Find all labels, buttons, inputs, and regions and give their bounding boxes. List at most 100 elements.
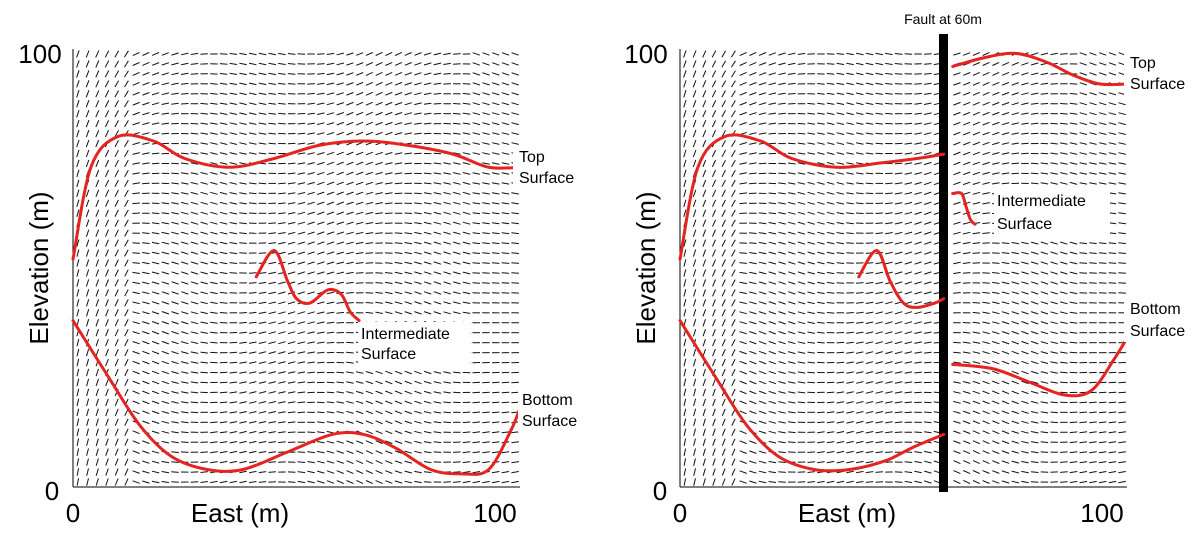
orientation-dash [683, 119, 687, 128]
orientation-dash [210, 102, 218, 105]
orientation-dash [683, 60, 687, 68]
orientation-dash [836, 202, 845, 205]
orientation-dash [453, 481, 461, 483]
orientation-dash [1098, 461, 1107, 464]
orientation-dash [482, 431, 490, 434]
orientation-dash [894, 241, 903, 245]
orientation-dash [180, 381, 189, 384]
orientation-dash [491, 272, 500, 274]
orientation-dash [287, 83, 296, 85]
orientation-dash [1001, 142, 1010, 145]
orientation-dash [683, 50, 687, 58]
orientation-dash [180, 82, 189, 85]
orientation-dash [142, 410, 150, 415]
orientation-dash [953, 131, 961, 136]
orientation-dash [865, 431, 874, 434]
orientation-dash [423, 471, 432, 473]
orientation-dash [1098, 262, 1107, 264]
orientation-dash [307, 291, 315, 295]
orientation-dash [865, 152, 874, 155]
orientation-dash [336, 201, 344, 206]
orientation-dash [375, 400, 383, 405]
orientation-dash [404, 122, 413, 125]
orientation-dash [1030, 291, 1039, 295]
orientation-dash [76, 309, 80, 317]
orientation-dash [355, 371, 364, 374]
orientation-dash [404, 261, 413, 265]
orientation-dash [394, 301, 403, 305]
orientation-dash [385, 410, 393, 415]
orientation-dash [768, 52, 776, 56]
orientation-dash [76, 169, 80, 178]
orientation-dash [817, 241, 825, 245]
orientation-dash [1030, 350, 1039, 355]
orientation-dash [287, 162, 296, 165]
orientation-dash [712, 418, 716, 426]
orientation-dash [855, 282, 864, 284]
orientation-dash [992, 111, 1000, 116]
orientation-dash [1098, 102, 1107, 106]
orientation-dash [787, 431, 796, 434]
orientation-dash [114, 458, 119, 466]
orientation-dash [875, 112, 883, 115]
orientation-dash [142, 102, 150, 106]
orientation-dash [992, 400, 1000, 405]
orientation-dash [721, 269, 726, 277]
orientation-dash [758, 410, 767, 415]
orientation-dash [85, 60, 90, 68]
orientation-dash [219, 480, 228, 484]
orientation-dash [982, 222, 990, 225]
orientation-dash [200, 221, 208, 225]
orientation-dash [885, 451, 893, 453]
orientation-dash [904, 461, 913, 463]
orientation-dash [482, 182, 490, 185]
orientation-dash [200, 211, 208, 215]
orientation-dash [317, 63, 325, 65]
orientation-dash [721, 90, 726, 98]
orientation-dash [749, 360, 757, 365]
orientation-dash [423, 370, 432, 375]
orientation-dash [104, 80, 110, 88]
orientation-dash [423, 271, 432, 275]
orientation-dash [248, 72, 257, 76]
orientation-dash [865, 341, 874, 344]
orientation-dash [692, 159, 697, 168]
orientation-dash [865, 481, 874, 483]
orientation-dash [142, 112, 150, 116]
orientation-dash [423, 261, 432, 265]
orientation-dash [124, 199, 129, 207]
orientation-dash [239, 62, 247, 66]
orientation-dash [414, 410, 422, 414]
orientation-dash [151, 340, 160, 345]
orientation-dash [200, 371, 208, 374]
orientation-dash [326, 102, 335, 106]
orientation-dash [749, 420, 757, 425]
orientation-dash [846, 351, 854, 354]
orientation-dash [336, 301, 344, 304]
orientation-dash [1040, 411, 1049, 414]
orientation-dash [924, 82, 932, 85]
orientation-dash [317, 231, 325, 235]
orientation-dash [702, 378, 706, 387]
orientation-dash [702, 80, 707, 88]
orientation-dash [856, 460, 864, 464]
orientation-dash [453, 221, 461, 225]
orientation-dash [846, 440, 854, 444]
orientation-dash [712, 339, 716, 347]
orientation-dash [1060, 261, 1068, 265]
orientation-dash [731, 458, 736, 466]
orientation-dash [95, 159, 100, 168]
orientation-dash [171, 221, 179, 225]
orientation-dash [491, 441, 500, 444]
orientation-dash [894, 202, 903, 205]
orientation-dash [962, 241, 971, 245]
orientation-dash [1040, 261, 1049, 265]
orientation-dash [472, 480, 481, 484]
orientation-dash [855, 450, 864, 454]
orientation-dash [171, 231, 179, 235]
orientation-dash [161, 330, 169, 335]
orientation-dash [239, 192, 247, 195]
orientation-dash [248, 102, 257, 106]
orientation-dash [268, 291, 277, 295]
orientation-dash [702, 130, 707, 138]
